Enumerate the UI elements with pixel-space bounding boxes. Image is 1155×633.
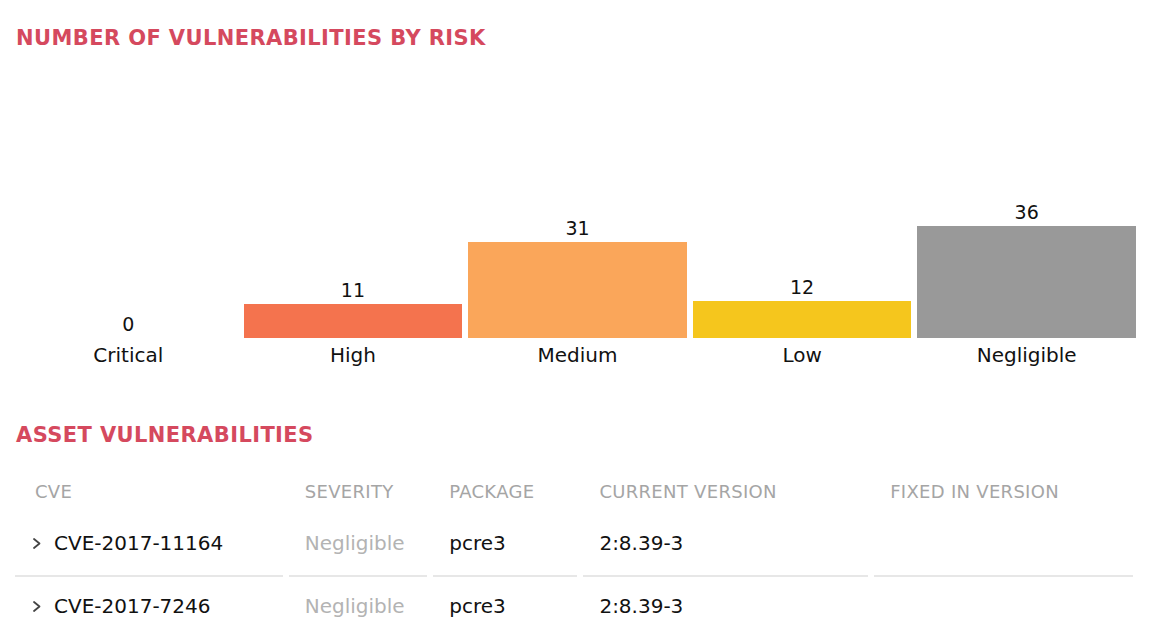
axis-label-low: Low [693, 343, 912, 367]
bar-medium[interactable] [468, 242, 687, 338]
bar-low[interactable] [693, 301, 912, 338]
cve-id: CVE-2017-7246 [54, 594, 211, 618]
bar-high[interactable] [244, 304, 463, 338]
column-header-cve: CVE [15, 473, 283, 514]
fixed-in-version-cell [874, 514, 1133, 577]
cve-cell: CVE-2017-11164 [15, 514, 283, 577]
bar-slot-critical: 0 [19, 313, 238, 338]
axis-label-high: High [244, 343, 463, 367]
package-cell: pcre3 [433, 577, 577, 633]
expand-row-button[interactable] [29, 536, 43, 550]
current-version-cell: 2:8.39-3 [583, 514, 868, 577]
bar-value-label: 0 [122, 313, 134, 335]
bar-value-label: 31 [565, 217, 589, 239]
current-version-cell: 2:8.39-3 [583, 577, 868, 633]
table-header-row: CVE SEVERITY PACKAGE CURRENT VERSION FIX… [15, 473, 1133, 514]
axis-label-negligible: Negligible [917, 343, 1136, 367]
asset-vulnerabilities-table: CVE SEVERITY PACKAGE CURRENT VERSION FIX… [9, 473, 1139, 633]
chart-bars-area: 0 11 31 12 36 [16, 50, 1139, 338]
chart-axis-labels: Critical High Medium Low Negligible [16, 343, 1139, 367]
bar-value-label: 36 [1015, 201, 1039, 223]
table-row[interactable]: CVE-2017-11164 Negligible pcre3 2:8.39-3 [15, 514, 1133, 577]
chevron-right-icon [30, 600, 43, 613]
column-header-package: PACKAGE [433, 473, 577, 514]
expand-row-button[interactable] [29, 599, 43, 613]
severity-cell: Negligible [289, 577, 427, 633]
severity-cell: Negligible [289, 514, 427, 577]
column-header-current-version: CURRENT VERSION [583, 473, 868, 514]
chart-section-title: NUMBER OF VULNERABILITIES BY RISK [16, 0, 1139, 50]
vulnerabilities-by-risk-chart: 0 11 31 12 36 Critical High Medi [16, 50, 1139, 367]
asset-vulnerabilities-section-title: ASSET VULNERABILITIES [16, 423, 1139, 447]
vulnerability-dashboard-page: NUMBER OF VULNERABILITIES BY RISK 0 11 3… [0, 0, 1155, 633]
bar-slot-negligible: 36 [917, 201, 1136, 338]
axis-label-medium: Medium [468, 343, 687, 367]
bar-negligible[interactable] [917, 226, 1136, 338]
bar-slot-low: 12 [693, 276, 912, 338]
chevron-right-icon [30, 537, 43, 550]
bar-slot-high: 11 [244, 279, 463, 338]
fixed-in-version-cell [874, 577, 1133, 633]
package-cell: pcre3 [433, 514, 577, 577]
column-header-severity: SEVERITY [289, 473, 427, 514]
bar-value-label: 11 [341, 279, 365, 301]
axis-label-critical: Critical [19, 343, 238, 367]
bar-slot-medium: 31 [468, 217, 687, 338]
column-header-fixed-in-version: FIXED IN VERSION [874, 473, 1133, 514]
cve-cell: CVE-2017-7246 [15, 577, 283, 633]
bar-value-label: 12 [790, 276, 814, 298]
cve-id: CVE-2017-11164 [54, 531, 223, 555]
table-row[interactable]: CVE-2017-7246 Negligible pcre3 2:8.39-3 [15, 577, 1133, 633]
